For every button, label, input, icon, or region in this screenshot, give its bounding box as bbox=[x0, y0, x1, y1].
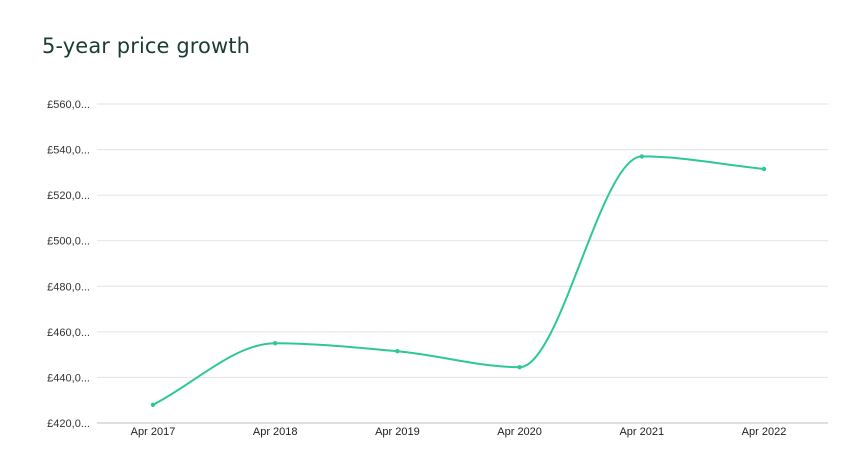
series-line bbox=[152, 155, 765, 406]
series bbox=[150, 154, 767, 407]
x-tick-label: Apr 2018 bbox=[253, 426, 298, 438]
x-tick-label: Apr 2020 bbox=[497, 426, 542, 438]
y-tick-label: £520,0... bbox=[47, 190, 90, 202]
y-tick-label: £560,0... bbox=[47, 99, 90, 111]
y-tick-label: £420,0... bbox=[47, 418, 90, 430]
y-tick-label: £500,0... bbox=[47, 236, 90, 248]
y-tick-label: £540,0... bbox=[47, 145, 90, 157]
x-tick-label: Apr 2019 bbox=[375, 426, 420, 438]
y-tick-label: £460,0... bbox=[47, 327, 90, 339]
y-tick-label: £440,0... bbox=[47, 372, 90, 384]
x-tick-label: Apr 2022 bbox=[742, 426, 787, 438]
gridlines bbox=[97, 103, 828, 424]
y-axis: £560,0... £540,0... £520,0... £500,0... £480… bbox=[47, 99, 90, 430]
data-point[interactable] bbox=[273, 341, 278, 346]
data-point[interactable] bbox=[395, 349, 400, 354]
x-axis: Apr 2017 Apr 2018 Apr 2019 Apr 2020 Apr 2021… bbox=[131, 426, 787, 438]
data-point[interactable] bbox=[517, 364, 522, 370]
data-point[interactable] bbox=[150, 402, 156, 407]
x-tick-label: Apr 2017 bbox=[131, 426, 176, 438]
data-point[interactable] bbox=[639, 154, 644, 159]
data-point[interactable] bbox=[761, 166, 767, 172]
x-tick-label: Apr 2021 bbox=[619, 426, 664, 438]
y-tick-label: £480,0... bbox=[47, 281, 90, 293]
chart-title: 5-year price growth bbox=[42, 34, 251, 58]
